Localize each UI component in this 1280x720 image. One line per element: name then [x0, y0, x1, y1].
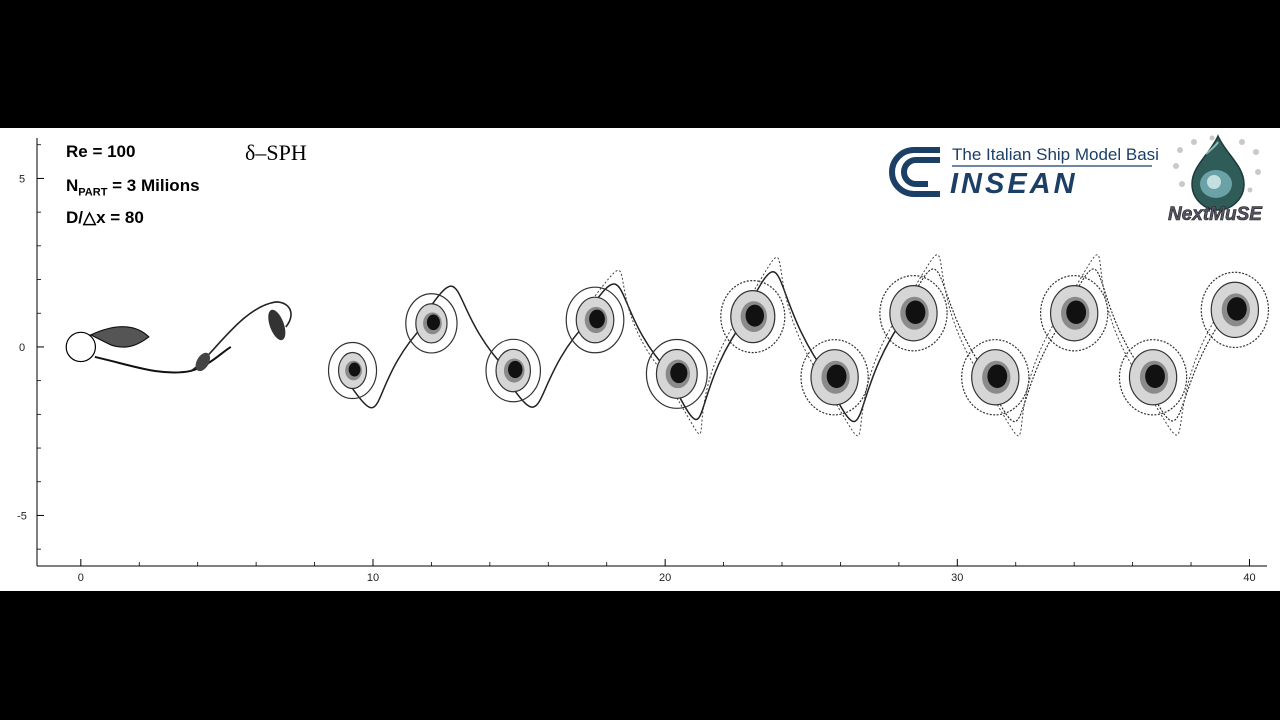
vortex-center	[670, 362, 688, 384]
insean-logo: The Italian Ship Model Basin INSEAN	[889, 145, 1159, 198]
vortex-core	[1200, 271, 1270, 349]
cylinder	[65, 331, 97, 363]
vortex-center	[987, 364, 1008, 389]
vortex-ring	[961, 339, 1030, 416]
filament-strand	[512, 319, 590, 408]
x-tick-label: 0	[78, 572, 84, 584]
vortex-center	[348, 362, 361, 377]
vortex-core	[565, 286, 625, 354]
vortex-core	[879, 275, 948, 352]
vortex-ring	[645, 338, 708, 409]
x-tick-label: 20	[659, 572, 671, 584]
filament-strand	[1152, 309, 1230, 422]
vortex-ring	[720, 280, 786, 354]
npart-value: = 3 Milions	[107, 176, 200, 195]
nextmuse-logo: NextMuSE	[1168, 134, 1264, 224]
npart-subscript: PART	[78, 186, 108, 199]
filament-strand	[994, 312, 1069, 422]
vortex-ring	[405, 293, 458, 354]
y-tick-label: 0	[19, 342, 25, 354]
chart-panel: 0 10 20 30 40 5 0 -5 Re = 100 NPART = 3 Milions…	[0, 128, 1280, 591]
vortex-core	[1118, 339, 1188, 416]
vortex-center	[507, 360, 523, 379]
filament-strand	[833, 312, 909, 423]
vortex-filaments	[351, 254, 1230, 437]
cnr-mark-icon	[889, 147, 940, 197]
vortex-center	[1226, 297, 1247, 321]
axes	[36, 138, 1267, 567]
filament-strand	[430, 285, 508, 372]
forming-vortex	[195, 352, 211, 372]
vortex-core	[800, 339, 869, 416]
vortex-core	[645, 338, 708, 409]
vortex-center	[1066, 300, 1087, 325]
insean-tagline: The Italian Ship Model Basin	[952, 145, 1159, 164]
water-drop-icon	[1191, 134, 1245, 211]
vortex-center	[426, 314, 440, 331]
x-tick-label: 10	[367, 572, 379, 584]
cylinder-body	[65, 331, 97, 363]
filament-strand-outer	[913, 254, 979, 372]
filament-strand	[1073, 268, 1148, 378]
vortex-center	[905, 300, 926, 325]
filament-strand	[912, 268, 990, 378]
vortex-center	[826, 364, 847, 389]
reynolds-number-label: Re = 100	[66, 142, 136, 161]
vortex-center	[745, 304, 765, 327]
insean-name: INSEAN	[950, 168, 1078, 198]
vortex-core	[327, 341, 378, 400]
shear-layer-lower	[94, 346, 232, 374]
vortex-core	[961, 339, 1030, 416]
stars-icon	[1173, 135, 1261, 193]
y-tick-label: 5	[19, 173, 25, 185]
vortex-ring	[800, 339, 869, 416]
vortex-ring	[327, 341, 378, 400]
vortex-ring	[485, 338, 542, 403]
vortex-core	[1039, 275, 1109, 352]
filament-strand	[752, 271, 830, 378]
filament-strand	[351, 322, 427, 409]
nextmuse-name: NextMuSE	[1168, 204, 1263, 224]
x-tick-label: 40	[1243, 572, 1255, 584]
forming-vortex	[268, 309, 286, 341]
vortex-ring	[565, 286, 625, 354]
shear-layer-upper	[89, 326, 150, 348]
y-tick-label: -5	[17, 510, 27, 522]
resolution-label: D/△x = 80	[66, 208, 144, 227]
vortex-center	[589, 309, 605, 329]
vortex-core	[485, 338, 542, 403]
vortex-ring	[1039, 275, 1109, 352]
vortex-center	[1145, 364, 1165, 389]
particle-count-label: NPART = 3 Milions	[66, 176, 200, 198]
vortex-ring	[879, 275, 948, 352]
vortex-core	[720, 280, 786, 354]
npart-symbol: N	[66, 176, 79, 195]
vortex-core	[405, 293, 458, 354]
filament-strand-outer	[676, 322, 736, 435]
vortex-ring	[1118, 339, 1188, 416]
vortex-ring	[1200, 271, 1270, 349]
x-tick-label: 30	[951, 572, 963, 584]
near-wake	[89, 301, 292, 374]
method-label: δ–SPH	[245, 140, 307, 165]
vortex-cores	[327, 271, 1270, 416]
